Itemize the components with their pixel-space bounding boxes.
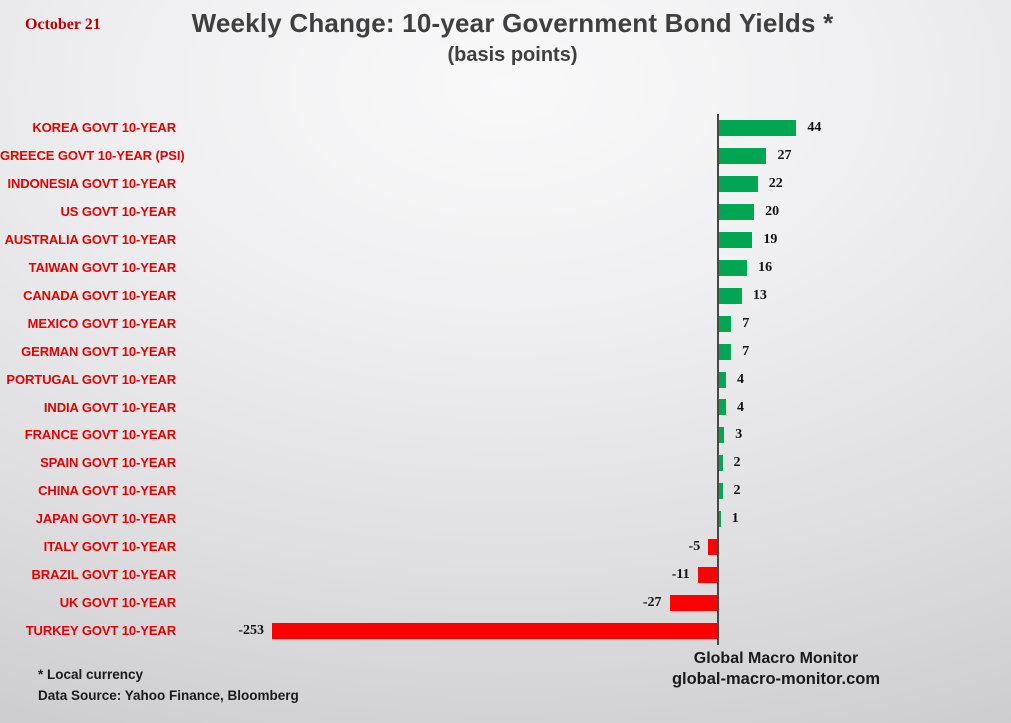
date-label: October 21 <box>25 16 101 33</box>
bar-row: UK GOVT 10-YEAR -27 <box>0 589 1011 617</box>
bar <box>719 483 723 500</box>
value-label: 27 <box>777 147 792 163</box>
value-label: 13 <box>752 287 767 303</box>
category-label: INDIA GOVT 10-YEAR <box>43 399 176 415</box>
value-label: 4 <box>737 371 745 387</box>
footnote-data-source: Data Source: Yahoo Finance, Bloomberg <box>38 688 299 703</box>
category-label: ITALY GOVT 10-YEAR <box>43 539 176 555</box>
bar <box>719 315 732 332</box>
bar <box>719 371 727 388</box>
category-label: SPAIN GOVT 10-YEAR <box>40 455 176 471</box>
bar <box>697 567 717 584</box>
bar-row: ITALY GOVT 10-YEAR -5 <box>0 533 1011 561</box>
category-label: MEXICO GOVT 10-YEAR <box>27 315 176 331</box>
category-label: TURKEY GOVT 10-YEAR <box>25 623 176 639</box>
bar <box>719 343 732 360</box>
bar-row: TAIWAN GOVT 10-YEAR 16 <box>0 254 1011 282</box>
value-label: 1 <box>731 511 739 527</box>
bar <box>719 147 767 164</box>
footnotes: * Local currency Data Source: Yahoo Fina… <box>38 664 299 706</box>
bar <box>719 427 725 444</box>
bar <box>719 259 748 276</box>
branding-url: global-macro-monitor.com <box>671 670 881 688</box>
bar-row: CHINA GOVT 10-YEAR 2 <box>0 477 1011 505</box>
bar-row: US GOVT 10-YEAR 20 <box>0 198 1011 226</box>
value-label: 20 <box>765 203 780 219</box>
value-label: 16 <box>758 259 773 275</box>
category-label: CHINA GOVT 10-YEAR <box>38 483 176 499</box>
category-label: AUSTRALIA GOVT 10-YEAR <box>4 231 176 247</box>
branding-block: Global Macro Monitor global-macro-monito… <box>645 648 907 690</box>
bar-row: JAPAN GOVT 10-YEAR 1 <box>0 505 1011 533</box>
chart-title: Weekly Change: 10-year Government Bond Y… <box>191 8 834 38</box>
bar-row: MEXICO GOVT 10-YEAR 7 <box>0 310 1011 338</box>
bar-row: FRANCE GOVT 10-YEAR 3 <box>0 421 1011 449</box>
category-label: BRAZIL GOVT 10-YEAR <box>31 567 177 583</box>
value-label: -27 <box>642 595 662 611</box>
branding-name: Global Macro Monitor <box>693 650 859 667</box>
category-label: JAPAN GOVT 10-YEAR <box>35 511 176 527</box>
value-label: 19 <box>763 231 778 247</box>
bar-row: AUSTRALIA GOVT 10-YEAR 19 <box>0 226 1011 254</box>
chart-subtitle: (basis points) <box>447 44 578 66</box>
bar <box>708 539 717 556</box>
category-label: KOREA GOVT 10-YEAR <box>32 120 176 135</box>
category-label: PORTUGAL GOVT 10-YEAR <box>6 371 176 387</box>
bar-row: GERMAN GOVT 10-YEAR 7 <box>0 338 1011 366</box>
value-label: 22 <box>768 175 783 191</box>
footnote-local-currency: * Local currency <box>38 667 144 682</box>
value-label: 44 <box>807 120 822 135</box>
bar-row: BRAZIL GOVT 10-YEAR -11 <box>0 561 1011 589</box>
bar <box>719 455 723 472</box>
bar-row: KOREA GOVT 10-YEAR 44 <box>0 114 1011 142</box>
category-label: INDONESIA GOVT 10-YEAR <box>7 175 176 191</box>
value-label: 3 <box>735 427 743 443</box>
bar-row: INDIA GOVT 10-YEAR 4 <box>0 394 1011 422</box>
bar <box>719 231 753 248</box>
bar-row: CANADA GOVT 10-YEAR 13 <box>0 282 1011 310</box>
category-label: GREECE GOVT 10-YEAR (PSI) <box>0 147 185 163</box>
value-label: 4 <box>737 399 745 415</box>
zero-axis-line <box>717 114 719 646</box>
category-label: TAIWAN GOVT 10-YEAR <box>28 259 176 275</box>
category-label: CANADA GOVT 10-YEAR <box>23 287 176 303</box>
value-label: -11 <box>671 567 690 583</box>
bar <box>719 511 721 528</box>
value-label: 7 <box>742 343 750 359</box>
bar-row: TURKEY GOVT 10-YEAR -253 <box>0 617 1011 645</box>
bar <box>719 287 742 304</box>
bar <box>719 119 797 136</box>
category-label: GERMAN GOVT 10-YEAR <box>21 343 176 359</box>
value-label: 2 <box>733 455 741 471</box>
category-label: US GOVT 10-YEAR <box>60 203 176 219</box>
bar-row: INDONESIA GOVT 10-YEAR 22 <box>0 170 1011 198</box>
bar <box>669 595 717 612</box>
value-label: -253 <box>238 623 264 639</box>
bar-row: GREECE GOVT 10-YEAR (PSI) 27 <box>0 142 1011 170</box>
value-label: 7 <box>742 315 750 331</box>
category-label: FRANCE GOVT 10-YEAR <box>24 427 176 443</box>
category-label: UK GOVT 10-YEAR <box>59 595 176 611</box>
bar <box>719 175 758 192</box>
bar-row: SPAIN GOVT 10-YEAR 2 <box>0 449 1011 477</box>
bar <box>272 623 717 640</box>
bar-row: PORTUGAL GOVT 10-YEAR 4 <box>0 366 1011 394</box>
value-label: 2 <box>733 483 741 499</box>
bar <box>719 203 755 220</box>
bar <box>719 399 727 416</box>
value-label: -5 <box>688 539 701 555</box>
